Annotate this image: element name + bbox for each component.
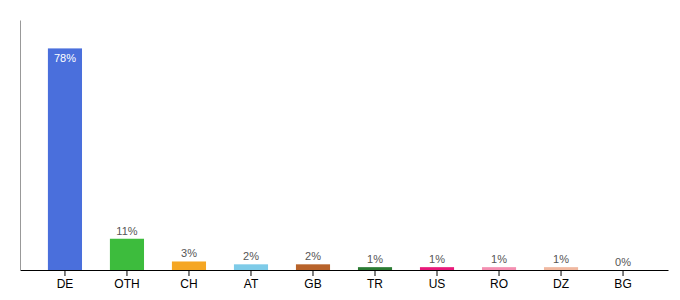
x-tick-label: GB: [304, 277, 321, 291]
x-tick-mark: [499, 270, 500, 276]
bar: [234, 264, 268, 270]
x-tick: DZ: [553, 270, 569, 291]
x-axis-line: [21, 270, 669, 271]
data-label: 11%: [116, 225, 137, 237]
x-tick-mark: [561, 270, 562, 276]
plot: DE OTH CH AT GB TR US RO DZ BG 78% 11% 3% 2% 2% 1% 1% 1% 1…: [21, 21, 669, 291]
x-tick-mark: [126, 270, 127, 276]
x-tick-mark: [375, 270, 376, 276]
x-tick: DE: [57, 270, 74, 291]
data-label: 78%: [54, 52, 76, 64]
chart: DE OTH CH AT GB TR US RO DZ BG 78% 11% 3% 2% 2% 1% 1% 1% 1…: [0, 0, 680, 300]
bars: [48, 48, 578, 270]
x-tick: AT: [244, 270, 259, 291]
bar: [544, 267, 578, 270]
x-tick: TR: [367, 270, 383, 291]
x-tick: OTH: [114, 270, 139, 291]
data-label: 1%: [491, 253, 507, 265]
y-axis: [20, 21, 21, 271]
bar: [296, 264, 330, 270]
x-tick: US: [429, 270, 446, 291]
x-tick-label: DE: [57, 277, 74, 291]
x-tick-mark: [437, 270, 438, 276]
x-tick-mark: [64, 270, 65, 276]
bar: [110, 239, 144, 270]
x-tick-mark: [188, 270, 189, 276]
x-axis: DE OTH CH AT GB TR US RO DZ BG: [21, 270, 669, 291]
x-tick-mark: [250, 270, 251, 276]
x-tick-label: TR: [367, 277, 383, 291]
x-tick-label: RO: [490, 277, 508, 291]
x-tick: CH: [180, 270, 197, 291]
x-tick: GB: [304, 270, 321, 291]
data-label: 2%: [243, 250, 259, 262]
x-tick-label: CH: [180, 277, 197, 291]
x-tick: RO: [490, 270, 508, 291]
data-label: 1%: [367, 253, 383, 265]
x-tick-label: BG: [614, 277, 631, 291]
data-label: 2%: [305, 250, 321, 262]
x-tick-mark: [312, 270, 313, 276]
bar: [358, 267, 392, 270]
x-tick-label: US: [429, 277, 446, 291]
data-label: 1%: [429, 253, 445, 265]
y-axis-line: [20, 21, 21, 271]
x-tick: BG: [614, 270, 631, 291]
bar: [606, 270, 640, 271]
x-tick-mark: [623, 270, 624, 276]
bar: [172, 261, 206, 270]
data-label: 0%: [615, 256, 631, 268]
x-tick-label: DZ: [553, 277, 569, 291]
data-labels: 78% 11% 3% 2% 2% 1% 1% 1% 1% 0%: [54, 52, 631, 268]
x-tick-label: OTH: [114, 277, 139, 291]
data-label: 3%: [181, 247, 197, 259]
bar: [420, 267, 454, 270]
bar: [48, 48, 82, 270]
data-label: 1%: [553, 253, 569, 265]
x-tick-label: AT: [244, 277, 259, 291]
bar: [482, 267, 516, 270]
